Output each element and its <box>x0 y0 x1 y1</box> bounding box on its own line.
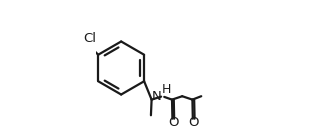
Text: O: O <box>168 116 178 129</box>
Text: Cl: Cl <box>84 32 96 45</box>
Text: N: N <box>152 90 161 103</box>
Text: H: H <box>162 83 171 96</box>
Text: O: O <box>188 116 199 129</box>
